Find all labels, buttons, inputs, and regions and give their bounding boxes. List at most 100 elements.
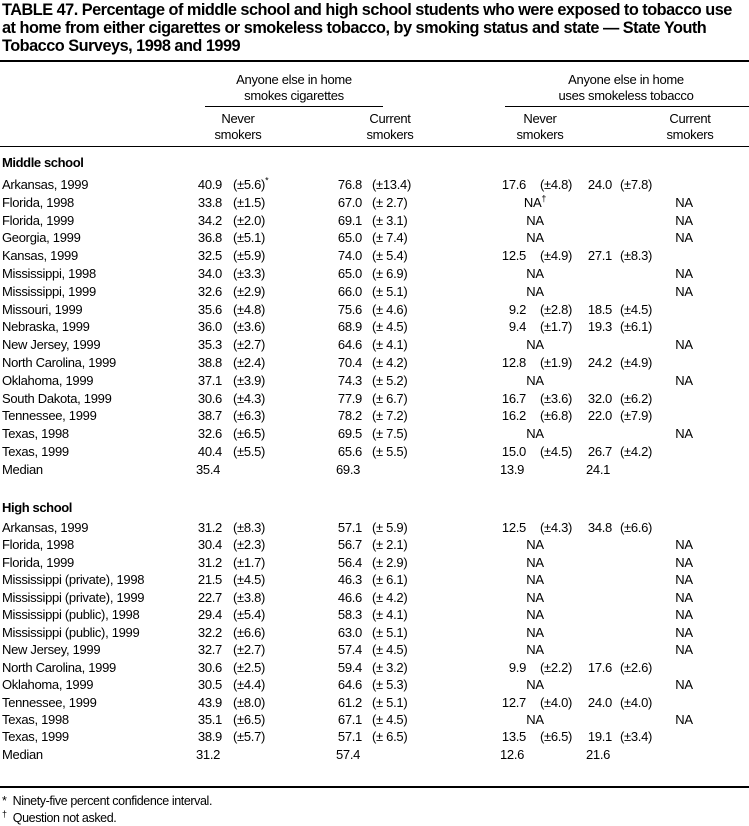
- na-cell: NA: [515, 283, 555, 300]
- confidence-interval: (±8.3): [620, 247, 652, 264]
- ci-text: (±4.2): [620, 444, 653, 459]
- na-text: NA: [675, 212, 693, 228]
- value-cell: 38.8: [197, 355, 222, 370]
- ci-text: (±8.0): [233, 694, 266, 710]
- na-cell: NA: [515, 624, 555, 641]
- ci-text: (±2.6): [620, 659, 653, 675]
- ci-text: (± 5.9): [372, 520, 408, 535]
- row-label: Texas, 1999: [2, 729, 69, 745]
- subcolumn-line1: Current: [369, 111, 411, 126]
- confidence-interval: (±5.6)*: [233, 175, 269, 193]
- table-row: Mississippi, 1999 32.6 (±2.9) 66.0 (± 5.1) NA…: [0, 283, 749, 300]
- table-row: Mississippi, 1998 34.0 (±3.3) 65.0 (± 6.9) NA…: [0, 265, 749, 282]
- na-text: NA: [526, 337, 544, 353]
- na-text: NA: [675, 266, 693, 281]
- value-cell: 12.7: [501, 694, 526, 710]
- value-cell: 22.0: [587, 408, 612, 424]
- value-cell: 63.0: [337, 624, 362, 640]
- table-row: New Jersey, 1999 32.7 (±2.7) 57.4 (± 4.5) NA N…: [0, 641, 749, 658]
- na-text: NA: [526, 266, 544, 281]
- ci-text: (± 6.1): [372, 572, 408, 588]
- na-text: NA: [675, 642, 693, 658]
- ci-text: (± 2.7): [372, 194, 408, 210]
- confidence-interval: (±2.9): [233, 283, 265, 300]
- na-cell: NA: [515, 229, 555, 246]
- value-cell: 57.4: [336, 746, 361, 762]
- confidence-interval: (± 4.2): [372, 354, 408, 371]
- confidence-interval: (±1.5): [233, 194, 265, 211]
- na-cell: NA: [664, 283, 704, 300]
- ci-text: (± 4.5): [372, 319, 408, 335]
- value-cell: 9.4: [508, 319, 526, 335]
- ci-text: (±6.1): [620, 319, 653, 335]
- confidence-interval: (±5.9): [233, 247, 265, 264]
- ci-text: (±3.4): [620, 729, 653, 745]
- value-cell: 12.6: [500, 746, 525, 762]
- table-row: Oklahoma, 1999 30.5 (±4.4) 64.6 (± 5.3) NA NA: [0, 676, 749, 693]
- value-cell: 19.1: [587, 729, 612, 745]
- ci-text: (± 3.2): [372, 659, 408, 675]
- confidence-interval: (± 5.1): [372, 624, 408, 641]
- row-label: Arkansas, 1999: [2, 520, 89, 535]
- confidence-interval: (±4.5): [620, 301, 652, 318]
- value-cell: 12.5: [501, 248, 526, 264]
- confidence-interval: (± 2.1): [372, 536, 408, 553]
- value-cell: 65.6: [337, 444, 362, 459]
- confidence-interval: (±1.7): [540, 318, 572, 335]
- row-label: Texas, 1998: [2, 426, 69, 442]
- group-label-line2: uses smokeless tobacco: [558, 88, 694, 103]
- value-cell: 65.0: [337, 230, 362, 246]
- ci-text: (±2.5): [233, 659, 266, 675]
- column-group-cigarettes: Anyone else in home smokes cigarettes: [205, 72, 383, 104]
- confidence-interval: (±3.4): [620, 728, 652, 745]
- row-label: Mississippi, 1999: [2, 283, 96, 299]
- na-text: NA: [526, 607, 544, 623]
- na-text: NA: [675, 572, 693, 588]
- confidence-interval: (±8.0): [233, 694, 265, 711]
- ci-text: (±2.7): [233, 642, 266, 658]
- row-label: Mississippi (private), 1999: [2, 589, 145, 605]
- ci-text: (± 4.1): [372, 607, 408, 623]
- confidence-interval: (±2.4): [233, 354, 265, 371]
- na-cell: NA: [515, 589, 555, 606]
- row-label: Florida, 1998: [2, 537, 74, 553]
- row-label: Texas, 1998: [2, 711, 69, 727]
- value-cell: 32.7: [197, 642, 222, 658]
- confidence-interval: (±4.0): [540, 694, 572, 711]
- subcolumn-current-smokers: Current smokers: [350, 111, 430, 143]
- ci-text: (±4.0): [620, 694, 653, 710]
- confidence-interval: (±13.4): [372, 176, 411, 193]
- na-cell: NA: [664, 606, 704, 623]
- value-cell: 68.9: [337, 319, 362, 335]
- confidence-interval: (±2.6): [620, 659, 652, 676]
- table-row: Oklahoma, 1999 37.1 (±3.9) 74.3 (± 5.2) NA NA: [0, 372, 749, 389]
- confidence-interval: (±6.5): [233, 711, 265, 728]
- value-cell: 32.6: [197, 426, 222, 442]
- confidence-interval: (± 4.1): [372, 606, 408, 623]
- ci-text: (± 3.1): [372, 212, 408, 228]
- na-text: NA: [675, 537, 693, 553]
- confidence-interval: (± 5.4): [372, 247, 408, 264]
- ci-text: (±2.3): [233, 537, 266, 553]
- confidence-interval: (± 7.2): [372, 407, 408, 424]
- na-cell: NA: [664, 229, 704, 246]
- bottom-rule: [0, 786, 749, 788]
- na-cell: NA: [515, 536, 555, 553]
- value-cell: 61.2: [337, 694, 362, 710]
- na-text: NA: [675, 372, 693, 388]
- row-label: Oklahoma, 1999: [2, 677, 94, 693]
- ci-text: (± 6.5): [372, 729, 408, 745]
- row-label: Nebraska, 1999: [2, 319, 90, 335]
- ci-text: (±1.5): [233, 194, 266, 210]
- value-cell: 30.6: [197, 390, 222, 406]
- row-label: North Carolina, 1999: [2, 355, 116, 370]
- table-row: Florida, 1998 30.4 (±2.3) 56.7 (± 2.1) NA NA: [0, 536, 749, 553]
- footnote-mark: *: [265, 175, 269, 186]
- na-text: NA: [526, 230, 544, 246]
- na-cell: NA: [515, 641, 555, 658]
- na-cell: NA†: [515, 194, 555, 211]
- subcolumn-line1: Never: [523, 111, 557, 126]
- row-label: Georgia, 1999: [2, 230, 81, 246]
- value-cell: 15.0: [501, 444, 526, 459]
- value-cell: 24.0: [587, 694, 612, 710]
